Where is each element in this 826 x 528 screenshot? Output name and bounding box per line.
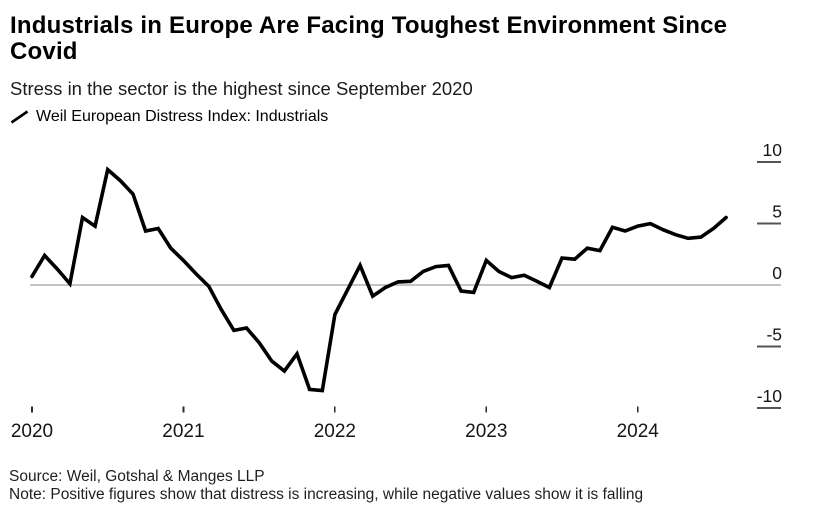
- page-title: Industrials in Europe Are Facing Toughes…: [10, 12, 728, 65]
- x-tick-label: 2023: [465, 421, 507, 442]
- line-sample-icon: [10, 110, 29, 124]
- y-tick-label: 10: [763, 140, 783, 160]
- y-tick-label: -10: [757, 386, 783, 406]
- source-text: Source: Weil, Gotshal & Manges LLP: [9, 468, 265, 485]
- y-tick-label: -5: [766, 324, 782, 344]
- page-subtitle: Stress in the sector is the highest sinc…: [10, 78, 473, 99]
- y-tick-label: 5: [772, 202, 782, 222]
- x-tick-label: 2021: [162, 421, 204, 442]
- legend-label: Weil European Distress Index: Industrial…: [36, 108, 329, 125]
- series-line: [30, 166, 728, 393]
- x-tick-label: 2020: [11, 421, 53, 442]
- y-tick-label: 0: [772, 263, 782, 283]
- note-text: Note: Positive figures show that distres…: [9, 486, 644, 503]
- legend: Weil European Distress Index: Industrial…: [10, 107, 328, 127]
- x-tick-label: 2022: [314, 421, 356, 442]
- x-tick-label: 2024: [617, 421, 660, 442]
- distress-index-line-chart: 10 5 0 -5 -10 2020 2021 2022 2023 2024: [11, 140, 783, 442]
